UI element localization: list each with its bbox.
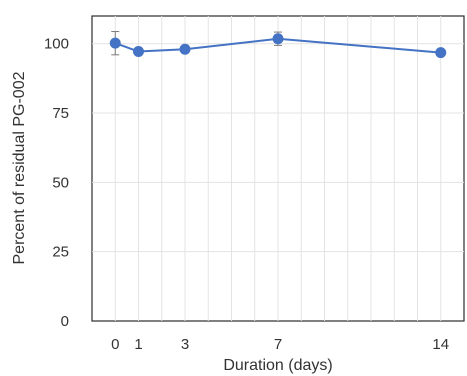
series-group xyxy=(109,31,447,59)
y-tick-label: 0 xyxy=(61,313,69,330)
y-axis-label: Percent of residual PG-002 xyxy=(11,71,28,264)
data-point xyxy=(435,47,447,59)
y-tick-label: 25 xyxy=(52,244,69,261)
x-axis-label: Duration (days) xyxy=(223,357,332,374)
x-tick-label: 14 xyxy=(432,336,449,353)
y-tick-label: 50 xyxy=(52,174,69,191)
y-tick-labels: 0 25 50 75 100 xyxy=(44,36,69,330)
data-point xyxy=(109,37,121,49)
y-tick-label: 75 xyxy=(52,105,69,122)
x-tick-label: 7 xyxy=(274,336,282,353)
x-tick-label: 1 xyxy=(134,336,142,353)
x-tick-label: 0 xyxy=(111,336,119,353)
data-point xyxy=(272,33,284,45)
x-tick-labels: 0 1 3 7 14 xyxy=(111,336,449,353)
x-tick-label: 3 xyxy=(181,336,189,353)
y-tick-label: 100 xyxy=(44,36,69,53)
data-point xyxy=(133,45,144,57)
data-point xyxy=(179,43,191,55)
